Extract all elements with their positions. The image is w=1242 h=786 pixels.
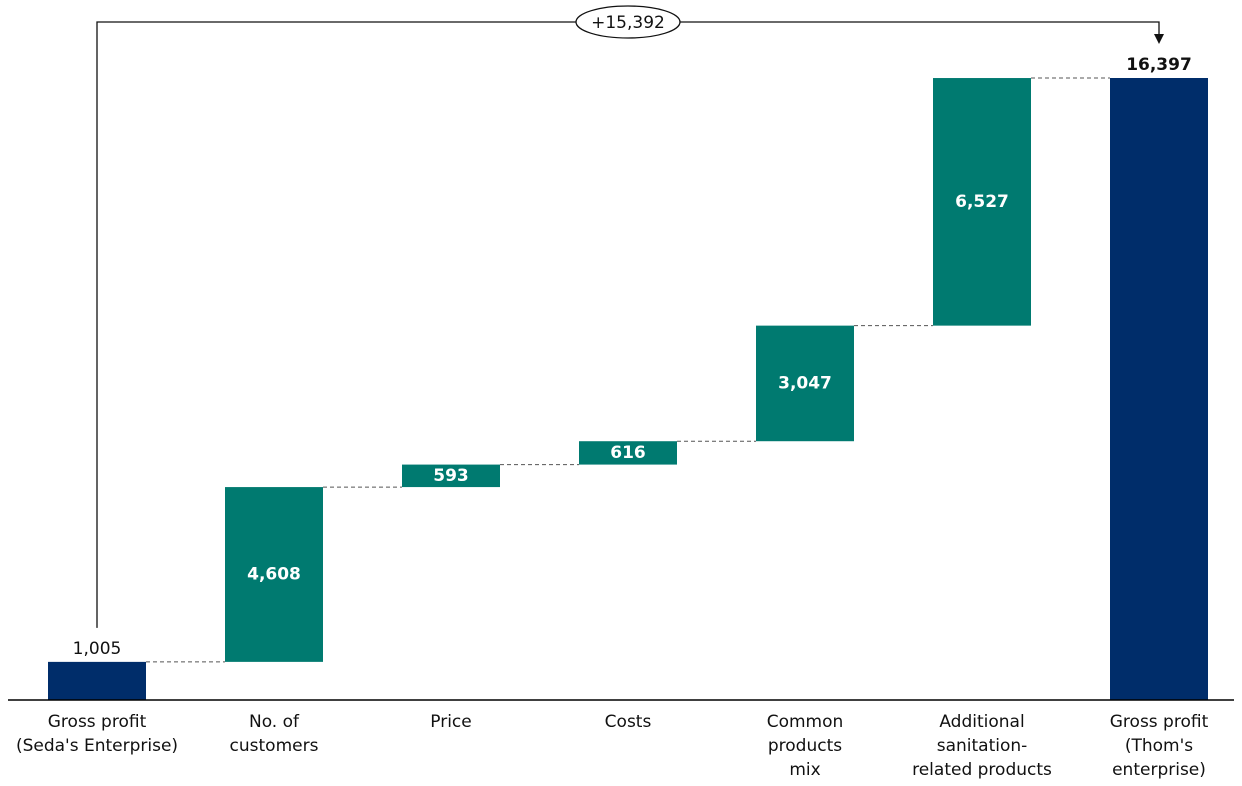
category-label-2: Price xyxy=(430,712,471,732)
category-label-6: Gross profit (Thom's enterprise) xyxy=(1110,712,1209,780)
value-label-3: 616 xyxy=(610,443,646,463)
total-change-bracket: +15,392 xyxy=(96,5,1164,628)
bar-4 xyxy=(756,325,854,442)
bar-3 xyxy=(579,441,677,465)
value-label-2: 593 xyxy=(433,466,469,486)
total-change-label: +15,392 xyxy=(591,13,665,33)
bars xyxy=(48,78,1208,700)
bracket-oval xyxy=(575,5,681,39)
bracket-arrowhead xyxy=(1154,34,1164,44)
category-label-0: Gross profit (Seda's Enterprise) xyxy=(16,712,178,756)
category-labels: Gross profit (Seda's Enterprise) No. of cus… xyxy=(16,712,1209,780)
category-label-4: Common products mix xyxy=(767,712,844,780)
value-label-5: 6,527 xyxy=(955,192,1009,212)
bar-5 xyxy=(933,78,1031,326)
category-label-5: Additional sanitation-related products xyxy=(912,712,1052,780)
value-label-0: 1,005 xyxy=(73,639,122,659)
bar-0 xyxy=(48,661,146,700)
value-label-1: 4,608 xyxy=(247,564,301,584)
category-label-1: No. of customers xyxy=(230,712,319,756)
value-labels: 1,005 4,608 593 616 3,047 6,527 16,397 xyxy=(73,55,1192,659)
value-label-6: 16,397 xyxy=(1126,55,1192,75)
bar-2 xyxy=(402,464,500,488)
bar-6 xyxy=(1110,78,1208,700)
category-label-3: Costs xyxy=(605,712,652,732)
connector-lines xyxy=(146,77,1110,663)
bar-1 xyxy=(225,487,323,662)
value-label-4: 3,047 xyxy=(778,373,832,393)
